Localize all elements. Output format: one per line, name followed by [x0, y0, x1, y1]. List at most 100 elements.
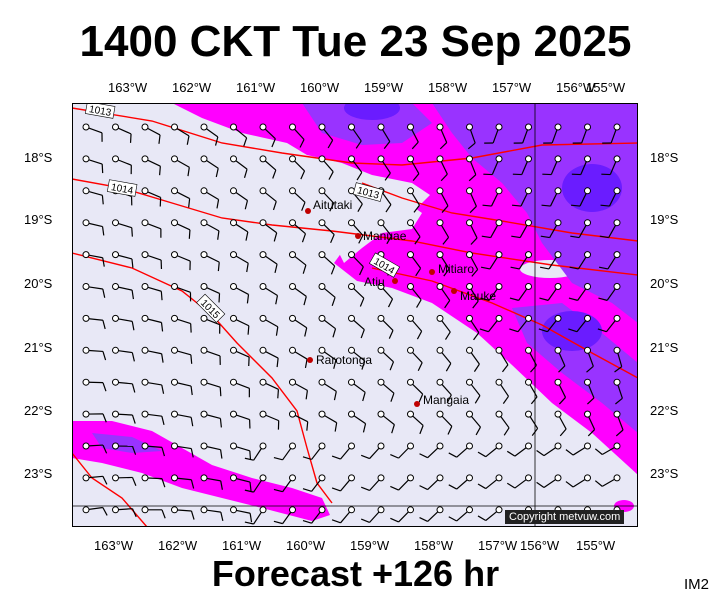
- wind-barb-station: [436, 474, 444, 482]
- wind-barb: [565, 442, 591, 456]
- wind-barb-feather: [273, 456, 283, 461]
- wind-barb: [419, 442, 444, 459]
- wind-barb: [584, 410, 596, 437]
- wind-barb-feather: [274, 263, 278, 274]
- wind-barb-feather: [220, 511, 224, 522]
- wind-barb-station: [112, 219, 119, 227]
- wind-barb-shaft: [456, 511, 468, 522]
- wind-barb-feather: [511, 235, 521, 239]
- wind-barb: [200, 123, 219, 146]
- wind-barb-feather: [386, 235, 392, 245]
- wind-barb: [539, 251, 562, 270]
- wind-barb-shaft: [206, 255, 220, 263]
- wind-barb-shaft: [411, 193, 420, 206]
- wind-barb-station: [259, 155, 267, 163]
- wind-barb-shaft: [558, 384, 567, 398]
- wind-barb-station: [554, 155, 562, 163]
- wind-barb-feather: [615, 397, 623, 405]
- wind-barb-feather: [333, 359, 337, 369]
- wind-barb-station: [171, 187, 178, 195]
- wind-barb-station: [200, 187, 208, 195]
- wind-barb-feather: [419, 453, 428, 459]
- wind-barb-feather: [331, 297, 336, 307]
- wind-barb: [200, 251, 220, 272]
- wind-barb-feather: [131, 383, 136, 393]
- wind-barb: [171, 283, 192, 302]
- wind-barb-shaft: [294, 383, 308, 391]
- wind-barb-station: [495, 123, 503, 131]
- wind-barb-station: [200, 251, 208, 259]
- wind-barb-station: [613, 251, 621, 259]
- wind-barb-shaft: [500, 352, 509, 366]
- wind-barb-station: [259, 378, 267, 386]
- wind-barb-station: [436, 155, 444, 163]
- wind-barb-feather: [330, 234, 335, 244]
- wind-barb: [112, 474, 137, 487]
- wind-barb-feather: [417, 362, 423, 372]
- wind-barb-station: [318, 283, 326, 290]
- wind-barb-station: [318, 442, 326, 450]
- wind-barb-station: [436, 442, 444, 450]
- wind-barb-shaft: [118, 254, 133, 260]
- wind-barb-shaft: [235, 287, 249, 295]
- wind-barb-station: [584, 314, 591, 322]
- wind-barb-station: [348, 219, 355, 227]
- wind-barb-station: [82, 155, 90, 163]
- wind-barb-shaft: [470, 161, 477, 175]
- wind-barb-shaft: [610, 129, 617, 144]
- wind-barb-shaft: [500, 416, 510, 429]
- wind-barb-shaft: [382, 224, 392, 237]
- wind-barb-feather: [599, 235, 609, 239]
- wind-barb: [289, 187, 306, 211]
- wind-barb-feather: [360, 329, 365, 339]
- wind-barb: [112, 314, 135, 331]
- wind-barb-station: [554, 123, 562, 131]
- wind-barb-feather: [477, 515, 487, 521]
- wind-barb-station: [407, 378, 414, 386]
- place-label: Atiu: [364, 275, 385, 289]
- wind-barb-shaft: [177, 382, 192, 387]
- wind-barb: [554, 410, 567, 437]
- wind-barb-station: [200, 378, 208, 386]
- wind-barb-shaft: [412, 352, 423, 364]
- wind-barb: [141, 251, 163, 270]
- wind-barb-station: [112, 155, 119, 163]
- wind-barb-feather: [158, 134, 161, 144]
- wind-barb: [318, 219, 335, 244]
- wind-barb-station: [613, 378, 621, 386]
- wind-barb-shaft: [485, 511, 498, 521]
- wind-barb-shaft: [118, 381, 133, 385]
- wind-barb-station: [289, 187, 296, 195]
- wind-barb-feather: [360, 518, 370, 523]
- wind-barb: [570, 219, 591, 239]
- wind-barb-station: [230, 442, 237, 450]
- wind-barb-station: [613, 314, 621, 322]
- wind-barb: [141, 187, 162, 207]
- wind-barb: [377, 283, 394, 308]
- wind-barb-feather: [587, 429, 596, 437]
- wind-barb-station: [318, 251, 326, 259]
- wind-barb: [273, 506, 296, 525]
- wind-barb: [436, 219, 450, 245]
- wind-barb-station: [112, 474, 119, 482]
- wind-barb-shaft: [147, 254, 162, 261]
- wind-barb-station: [82, 378, 90, 386]
- lat-label: 23°S: [24, 466, 53, 481]
- wind-barb-feather: [215, 168, 219, 178]
- wind-barb-shaft: [489, 256, 498, 270]
- wind-barb-feather: [477, 451, 487, 458]
- wind-barb-station: [82, 474, 90, 482]
- wind-barb-station: [436, 314, 444, 322]
- wind-barb-feather: [598, 266, 609, 270]
- wind-barb: [200, 378, 222, 397]
- wind-barb: [390, 442, 414, 459]
- wind-barb-shaft: [177, 286, 191, 293]
- wind-barb-station: [112, 283, 119, 290]
- wind-barb: [289, 155, 306, 180]
- wind-barb: [141, 410, 165, 426]
- wind-barb-shaft: [88, 286, 103, 290]
- wind-barb-feather: [360, 486, 370, 492]
- wind-barb-station: [525, 442, 532, 450]
- wind-barb: [598, 251, 621, 270]
- wind-barb-station: [525, 314, 532, 322]
